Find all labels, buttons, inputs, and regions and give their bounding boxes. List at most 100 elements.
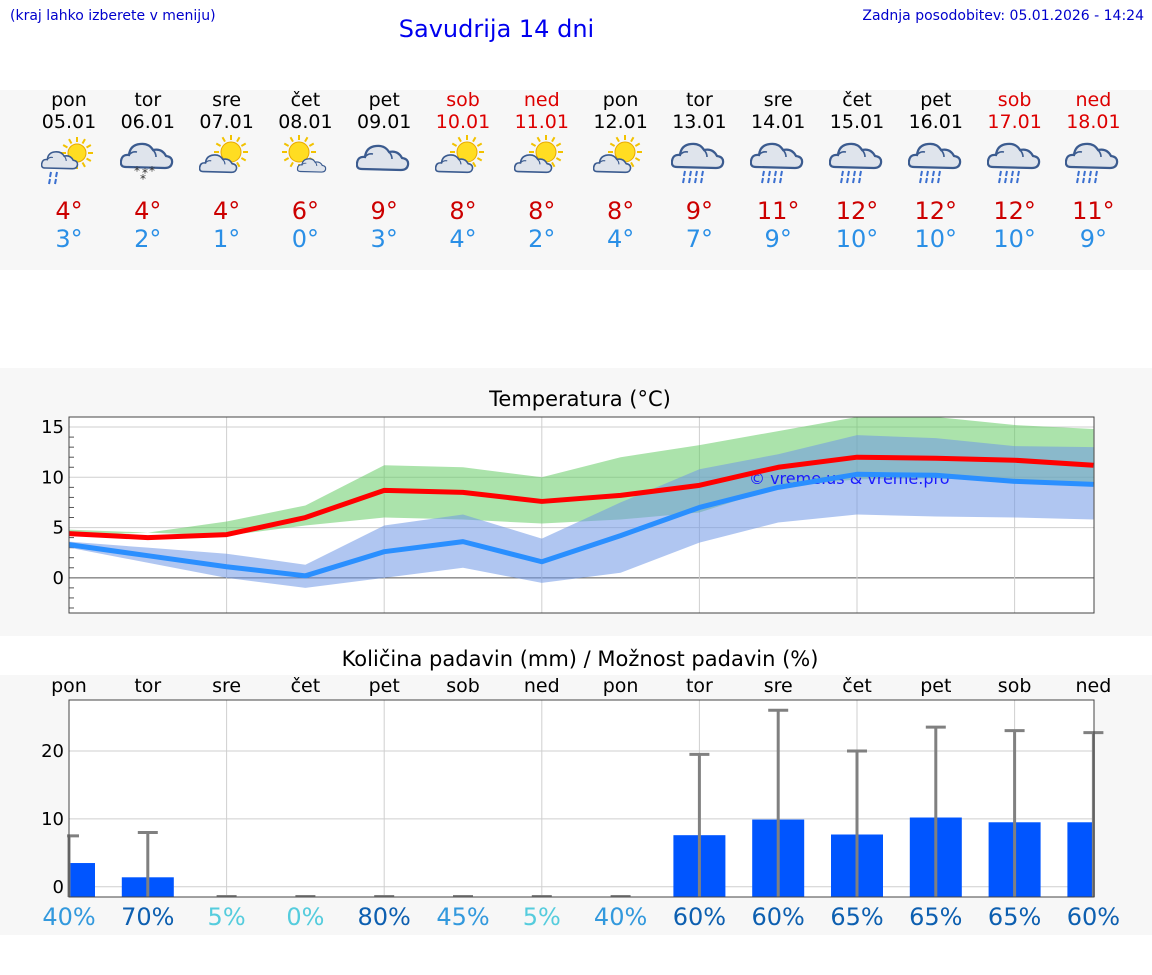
day-forecast: sob 17.01 12° 10° [975, 89, 1055, 253]
max-temperature-line [68, 454, 1094, 541]
x-category-label: pet [369, 675, 400, 697]
precipitation-probability: 40% [593, 903, 648, 931]
day-forecast: čet 15.01 12° 10° [817, 89, 897, 253]
max-temperature: 9° [685, 197, 714, 225]
x-category-label: sre [212, 675, 241, 697]
precipitation-probability: 5% [207, 903, 246, 931]
x-category-label: tor [686, 675, 713, 697]
min-temperature: 7° [685, 225, 714, 253]
precipitation-probability: 5% [522, 903, 561, 931]
day-date: 12.01 [593, 111, 648, 133]
precipitation-probability: 70% [121, 903, 175, 931]
cloud-shape [356, 144, 410, 172]
rain-drops [682, 170, 705, 184]
y-tick-label: 5 [53, 518, 64, 539]
day-forecast: sre 07.01 4° 1° [187, 89, 267, 253]
day-name: ned [523, 89, 560, 111]
day-name: ned [1075, 89, 1112, 111]
day-date: 07.01 [199, 111, 254, 133]
max-temperature: 6° [291, 197, 320, 225]
sun-cloud-icon [581, 133, 661, 199]
cloud-rain-icon [975, 133, 1055, 199]
max-temperature: 8° [606, 197, 635, 225]
x-category-label: sob [446, 675, 480, 697]
cloud-shape [198, 154, 237, 174]
precipitation-probability: 60% [751, 903, 805, 931]
day-date: 16.01 [908, 111, 963, 133]
day-name: pet [368, 89, 400, 111]
day-name: sre [212, 89, 242, 111]
day-date: 10.01 [435, 111, 491, 133]
rain-drops [48, 171, 58, 185]
svg-text:*: * [149, 164, 155, 178]
precipitation-probability: 0% [286, 903, 325, 931]
page-title: Savudrija 14 dni [398, 15, 595, 43]
precipitation-probability: 65% [909, 903, 963, 931]
precipitation-probability: 60% [1066, 903, 1121, 931]
rain-drops [997, 170, 1020, 184]
last-update: Zadnja posodobitev: 05.01.2026 - 14:24 [862, 8, 1144, 24]
plot-frame [68, 416, 1095, 614]
cloud-shape [750, 142, 804, 170]
day-forecast: ned 18.01 11° 9° [1053, 89, 1133, 253]
min-temperature: 9° [1079, 225, 1108, 253]
rain-drops [1076, 170, 1099, 184]
day-forecast: tor 06.01 * * * * 4° 2° [108, 89, 188, 253]
precipitation-probability: 65% [987, 903, 1042, 931]
cloud-rain-icon [1053, 133, 1133, 199]
min-temperature: 4° [449, 225, 477, 253]
cloud-rain-icon [817, 133, 897, 199]
svg-text:*: * [140, 172, 146, 186]
day-forecast: čet 08.01 6° 0° [265, 89, 345, 253]
day-name: pon [602, 89, 639, 111]
day-date: 14.01 [750, 111, 806, 133]
cloud-shape [671, 142, 725, 170]
cloud-shape [907, 142, 962, 170]
max-temperature: 4° [212, 197, 241, 225]
min-temperature: 2° [134, 225, 162, 253]
precipitation-bar [1067, 822, 1094, 897]
sun-shape [450, 135, 484, 169]
rain-drops [761, 170, 784, 184]
max-temperature: 12° [914, 197, 958, 225]
cloud-shape [297, 158, 327, 173]
sun-cloud-icon [423, 133, 503, 199]
max-temperature: 8° [528, 197, 556, 225]
day-date: 13.01 [672, 111, 727, 133]
max-temperature: 4° [55, 197, 83, 225]
max-temperature: 12° [993, 197, 1036, 225]
y-tick-label: 20 [41, 741, 64, 762]
day-date: 18.01 [1066, 111, 1121, 133]
day-date: 15.01 [829, 111, 885, 133]
max-temperature: 12° [835, 197, 879, 225]
temperature-chart-title: Temperatura (°C) [489, 387, 671, 411]
x-category-label: čet [291, 675, 321, 697]
cloud-shape [986, 142, 1040, 170]
sun-cloud-rain-icon [29, 133, 109, 199]
max-temperature: 4° [134, 197, 162, 225]
cloud-rain-icon [896, 133, 976, 199]
precipitation-probability: 65% [830, 903, 884, 931]
x-category-label: ned [1076, 675, 1112, 697]
location-hint: (kraj lahko izberete v meniju) [10, 8, 216, 24]
precipitation-chart-title: Količina padavin (mm) / Možnost padavin … [341, 647, 819, 671]
cloud-shape [435, 154, 474, 174]
day-forecast: ned 11.01 8° 2° [502, 89, 582, 253]
precipitation-probability: 40% [42, 903, 96, 931]
sun-shape [607, 135, 642, 169]
max-temperature: 8° [449, 197, 477, 225]
day-name: čet [290, 89, 321, 111]
min-temperature: 10° [835, 225, 879, 253]
max-temperature: 9° [370, 197, 398, 225]
day-date: 05.01 [41, 111, 97, 133]
day-forecast: pet 16.01 12° 10° [896, 89, 976, 253]
x-category-label: pon [51, 675, 87, 697]
day-forecast: pon 12.01 8° 4° [581, 89, 661, 253]
day-name: sob [997, 89, 1032, 111]
min-temperature: 10° [993, 225, 1036, 253]
y-tick-label: 10 [41, 809, 64, 830]
day-forecast: pet 09.01 9° 3° [344, 89, 424, 253]
day-name: tor [685, 89, 713, 111]
precipitation-bar [69, 863, 95, 897]
